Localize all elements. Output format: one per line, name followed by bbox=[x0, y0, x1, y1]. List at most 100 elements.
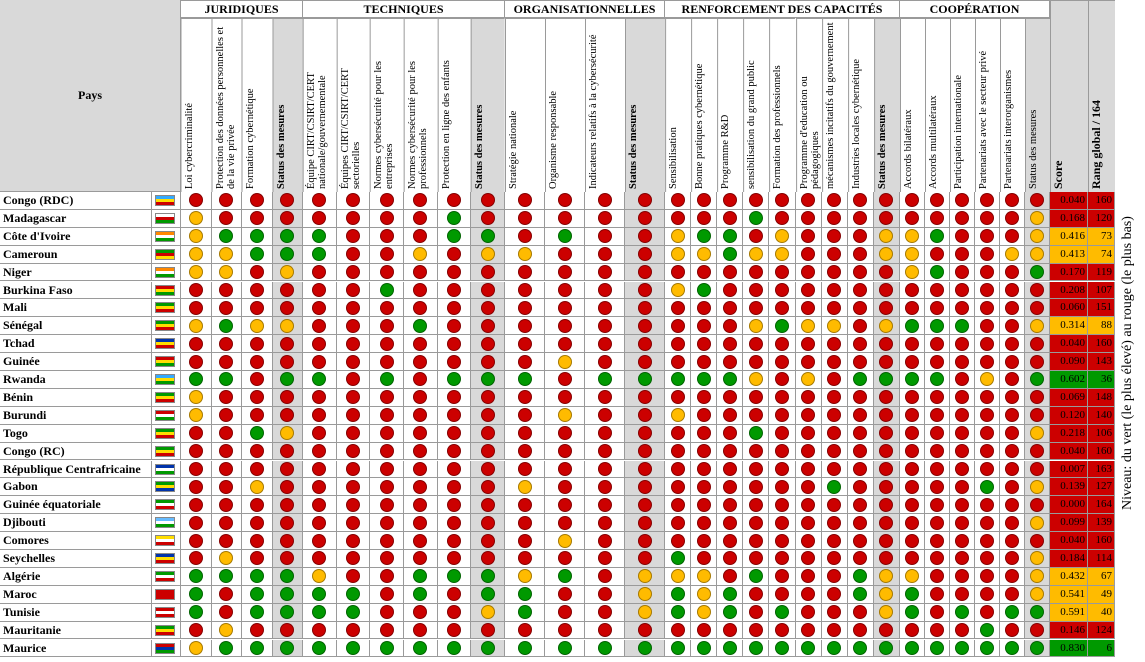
level-dot bbox=[413, 497, 428, 512]
level-cell bbox=[925, 603, 950, 622]
level-cell bbox=[873, 245, 900, 264]
flag bbox=[155, 553, 175, 564]
level-dot bbox=[905, 282, 919, 297]
level-dot bbox=[801, 336, 816, 351]
level-dot bbox=[249, 479, 264, 494]
level-cell bbox=[1000, 192, 1025, 210]
level-dot bbox=[980, 390, 994, 405]
level-dot bbox=[980, 569, 994, 584]
column-label: Status des mesures bbox=[1025, 18, 1050, 192]
flag-stripe bbox=[156, 554, 174, 557]
level-cell bbox=[1000, 460, 1025, 479]
level-dot bbox=[670, 318, 685, 333]
level-dot bbox=[280, 444, 295, 459]
level-cell bbox=[950, 639, 975, 658]
rank: 143 bbox=[1088, 353, 1115, 371]
level-dot bbox=[801, 623, 816, 638]
level-cell bbox=[370, 478, 404, 497]
level-dot bbox=[696, 551, 711, 566]
level-cell bbox=[272, 281, 303, 300]
flag-cell bbox=[152, 532, 181, 550]
level-dot bbox=[1030, 497, 1044, 512]
level-dot bbox=[413, 587, 428, 602]
level-dot bbox=[413, 318, 428, 333]
level-cell bbox=[743, 442, 770, 461]
level-cell bbox=[625, 388, 665, 407]
level-cell bbox=[545, 281, 585, 300]
level-cell bbox=[873, 209, 900, 228]
level-cell bbox=[950, 263, 975, 282]
level-cell bbox=[691, 353, 718, 371]
level-cell bbox=[873, 406, 900, 425]
level-cell bbox=[505, 460, 545, 479]
level-dot bbox=[480, 587, 495, 602]
level-dot bbox=[879, 497, 894, 512]
level-cell bbox=[1000, 532, 1025, 550]
flag-cell bbox=[152, 227, 181, 246]
level-cell bbox=[691, 227, 718, 246]
country-name: Guinée équatoriale bbox=[0, 496, 152, 515]
level-dot bbox=[1030, 390, 1044, 405]
level-cell bbox=[303, 263, 337, 282]
level-dot bbox=[188, 605, 203, 620]
level-cell bbox=[505, 442, 545, 461]
level-cell bbox=[585, 245, 625, 264]
level-cell bbox=[950, 460, 975, 479]
level-dot bbox=[557, 515, 572, 530]
level-cell bbox=[665, 442, 692, 461]
level-cell bbox=[847, 585, 874, 604]
level-cell bbox=[975, 424, 1000, 443]
level-cell bbox=[471, 281, 505, 300]
level-cell bbox=[370, 281, 404, 300]
level-dot bbox=[637, 515, 652, 530]
level-cell bbox=[1000, 263, 1025, 282]
level-dot bbox=[480, 408, 495, 423]
level-dot bbox=[801, 229, 816, 244]
level-dot bbox=[379, 408, 394, 423]
level-dot bbox=[955, 515, 969, 530]
level-cell bbox=[625, 639, 665, 658]
level-dot bbox=[480, 444, 495, 459]
level-dot bbox=[955, 640, 969, 655]
level-cell bbox=[795, 299, 822, 318]
level-dot bbox=[219, 461, 234, 476]
country-name: Algérie bbox=[0, 567, 152, 586]
level-dot bbox=[249, 211, 264, 226]
score: 0.040 bbox=[1050, 442, 1088, 461]
level-dot bbox=[446, 247, 461, 262]
level-cell bbox=[404, 388, 438, 407]
level-dot bbox=[980, 426, 994, 441]
level-dot bbox=[219, 372, 234, 387]
level-cell bbox=[795, 317, 822, 336]
level-cell bbox=[975, 371, 1000, 389]
level-dot bbox=[480, 211, 495, 226]
level-dot bbox=[446, 282, 461, 297]
level-dot bbox=[480, 354, 495, 369]
level-dot bbox=[879, 533, 894, 548]
level-cell bbox=[505, 299, 545, 318]
level-dot bbox=[517, 193, 532, 208]
level-dot bbox=[312, 229, 327, 244]
column-label: Bonne pratiques cybernétique bbox=[691, 18, 718, 192]
level-cell bbox=[404, 424, 438, 443]
level-dot bbox=[722, 318, 737, 333]
level-cell bbox=[471, 209, 505, 228]
level-cell bbox=[370, 335, 404, 354]
level-dot bbox=[696, 605, 711, 620]
level-cell bbox=[545, 263, 585, 282]
level-cell bbox=[925, 621, 950, 640]
level-cell bbox=[769, 353, 796, 371]
level-cell bbox=[975, 227, 1000, 246]
level-dot bbox=[879, 300, 894, 315]
score: 0.416 bbox=[1050, 227, 1088, 246]
flag-stripe bbox=[156, 213, 174, 217]
level-dot bbox=[413, 605, 428, 620]
level-cell bbox=[873, 603, 900, 622]
level-dot bbox=[670, 551, 685, 566]
column-label: Programme d'education ou pédagogiques bbox=[795, 18, 822, 192]
level-cell bbox=[404, 532, 438, 550]
level-dot bbox=[312, 569, 327, 584]
level-dot bbox=[280, 300, 295, 315]
level-dot bbox=[345, 193, 360, 208]
level-cell bbox=[545, 406, 585, 425]
